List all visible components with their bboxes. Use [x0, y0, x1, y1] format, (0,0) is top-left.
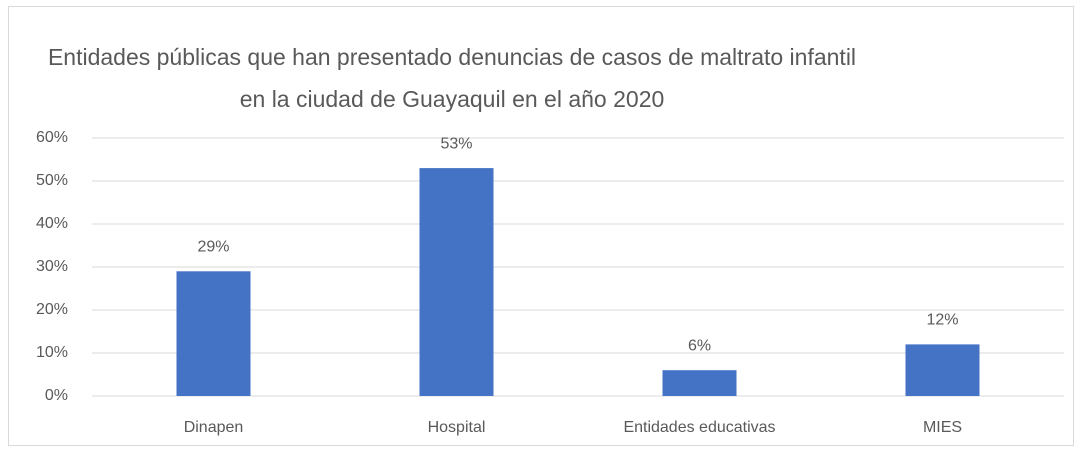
x-tick-label: Hospital [428, 419, 486, 436]
y-tick-label: 20% [36, 301, 68, 318]
y-tick-label: 30% [36, 258, 68, 275]
x-tick-label: Entidades educativas [623, 419, 775, 436]
bar [662, 370, 737, 396]
data-label: 6% [688, 337, 711, 354]
bar [905, 344, 980, 396]
chart-title: Entidades públicas que han presentado de… [47, 44, 857, 112]
y-tick-label: 50% [36, 172, 68, 189]
data-label: 12% [926, 312, 958, 329]
y-tick-label: 10% [36, 344, 68, 361]
bar [176, 271, 251, 396]
data-label: 53% [440, 135, 472, 152]
bar [419, 168, 494, 396]
y-tick-label: 40% [36, 215, 68, 232]
x-tick-label: MIES [923, 419, 962, 436]
y-tick-label: 0% [45, 387, 68, 404]
data-label: 29% [197, 239, 229, 256]
y-tick-label: 60% [36, 129, 68, 146]
x-tick-label: Dinapen [184, 419, 244, 436]
chart-border [8, 6, 1074, 446]
